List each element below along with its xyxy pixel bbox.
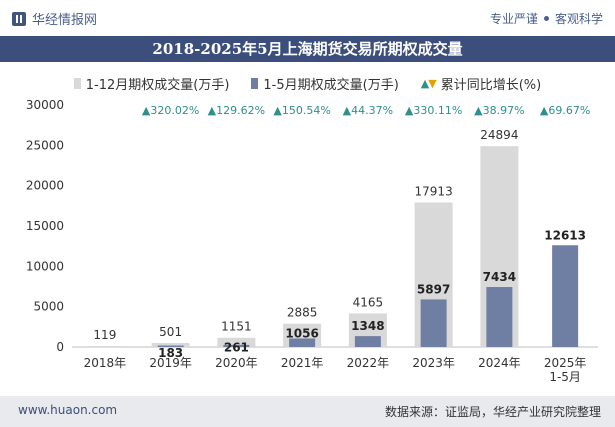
footer: www.huaon.com 数据来源：证监局，华经产业研究院整理 [0,396,615,427]
bar-ytd [354,336,381,347]
legend-swatch-annual [73,78,81,89]
data-label-ytd: 12613 [544,228,586,242]
bar-ytd [157,345,184,347]
y-tick-label: 10000 [26,259,64,273]
brand[interactable]: 华经情报网 [12,9,97,28]
bar-chart: 0 5000 10000 15000 20000 25000 30000 119 2018年 50… [26,98,598,384]
data-label-annual: 1151 [221,320,252,334]
data-label-annual: 17913 [415,185,453,199]
growth-label: ▲38.97% [474,104,524,117]
legend-swatch-ytd [251,78,259,89]
x-tick-label: 2025年 [544,356,587,370]
top-bar: 华经情报网 专业严谨 客观科学 [0,0,615,36]
x-tick-label: 2018年 [84,356,127,370]
y-tick-label: 20000 [26,179,64,193]
growth-label: ▲129.62% [208,104,265,117]
y-tick-label: 0 [56,340,64,354]
growth-label: ▲69.67% [540,104,590,117]
legend-item-growth[interactable]: ▲▼ 累计同比增长(%) [421,74,541,93]
x-tick-label: 2019年 [149,356,192,370]
data-label-annual: 119 [93,328,116,342]
growth-label: ▲150.54% [273,104,330,117]
bar-ytd [486,287,513,347]
slogan-left: 专业严谨 [489,12,538,26]
legend-label-ytd: 1-5月期权成交量(万手) [263,78,399,93]
data-label-ytd: 1056 [285,327,318,341]
bar-annual [85,346,124,348]
x-tick-label: 2022年 [347,356,390,370]
y-tick-label: 25000 [26,138,64,152]
legend-growth-arrows-icon: ▲▼ [420,77,437,90]
legend-label-annual: 1-12月期权成交量(万手) [85,78,230,93]
x-tick-label: 1-5月 [549,370,581,384]
slogan: 专业严谨 客观科学 [490,10,603,27]
x-tick-label: 2023年 [412,356,455,370]
legend-item-annual[interactable]: 1-12月期权成交量(万手) [73,74,230,93]
bar-annual [217,337,256,347]
data-label-ytd: 183 [158,346,183,360]
bar-annual [151,342,190,347]
growth-label: ▲330.11% [405,104,462,117]
legend-label-growth: 累计同比增长(%) [440,78,542,93]
brand-logo-icon [12,11,26,26]
growth-label: ▲320.02% [142,104,199,117]
footer-source: 数据来源：证监局，华经产业研究院整理 [384,405,601,419]
data-label-ytd: 261 [224,341,249,355]
data-label-annual: 2885 [287,306,318,320]
data-label-annual: 501 [159,325,182,339]
x-tick-label: 2021年 [281,356,324,370]
data-label-ytd: 7434 [483,270,516,284]
y-tick-label: 5000 [33,300,64,314]
chart-title: 2018-2025年5月上海期货交易所期权成交量 [0,36,615,62]
y-tick-label: 30000 [26,98,64,112]
dot-separator-icon [543,16,549,21]
slogan-right: 客观科学 [554,12,603,26]
bar-ytd [289,338,316,347]
data-label-ytd: 5897 [417,282,450,296]
data-label-annual: 24894 [480,128,518,142]
data-label-ytd: 1348 [351,319,384,333]
brand-name: 华经情报网 [32,13,98,28]
x-tick-label: 2024年 [478,356,521,370]
footer-url[interactable]: www.huaon.com [18,403,118,417]
y-tick-label: 15000 [26,219,64,233]
chart-legend: 1-12月期权成交量(万手) 1-5月期权成交量(万手) ▲▼ 累计同比增长(%… [0,74,615,93]
data-label-annual: 4165 [353,295,384,309]
x-tick-label: 2020年 [215,356,258,370]
growth-label: ▲44.37% [343,104,393,117]
bar-ytd [420,299,447,347]
bar-ytd [552,245,579,347]
bar-ytd [223,344,250,347]
legend-item-ytd[interactable]: 1-5月期权成交量(万手) [251,74,399,93]
